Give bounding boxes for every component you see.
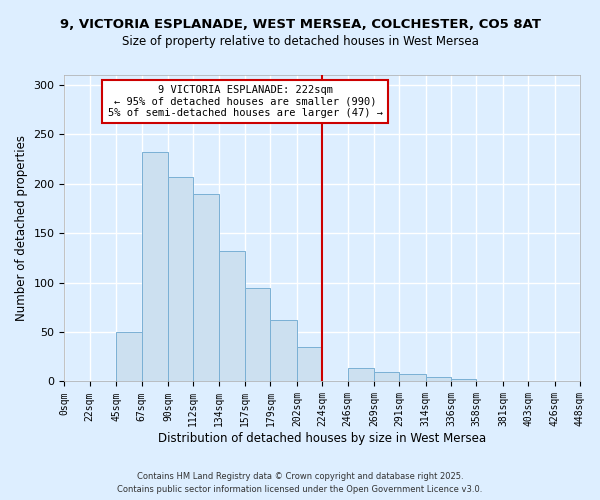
Bar — [245, 288, 271, 382]
Bar — [168, 177, 193, 382]
Y-axis label: Number of detached properties: Number of detached properties — [15, 135, 28, 321]
Text: Size of property relative to detached houses in West Mersea: Size of property relative to detached ho… — [122, 35, 478, 48]
Bar — [193, 194, 218, 382]
Bar — [271, 320, 297, 382]
Bar — [142, 152, 168, 382]
Bar — [347, 368, 374, 382]
Bar — [297, 347, 322, 382]
Text: Contains HM Land Registry data © Crown copyright and database right 2025.
Contai: Contains HM Land Registry data © Crown c… — [118, 472, 482, 494]
Bar — [374, 372, 400, 382]
Bar — [451, 380, 476, 382]
Bar — [426, 376, 451, 382]
Bar — [116, 332, 142, 382]
Bar — [400, 374, 426, 382]
Text: 9 VICTORIA ESPLANADE: 222sqm
← 95% of detached houses are smaller (990)
5% of se: 9 VICTORIA ESPLANADE: 222sqm ← 95% of de… — [107, 85, 383, 118]
Text: 9, VICTORIA ESPLANADE, WEST MERSEA, COLCHESTER, CO5 8AT: 9, VICTORIA ESPLANADE, WEST MERSEA, COLC… — [59, 18, 541, 30]
X-axis label: Distribution of detached houses by size in West Mersea: Distribution of detached houses by size … — [158, 432, 486, 445]
Bar — [218, 251, 245, 382]
